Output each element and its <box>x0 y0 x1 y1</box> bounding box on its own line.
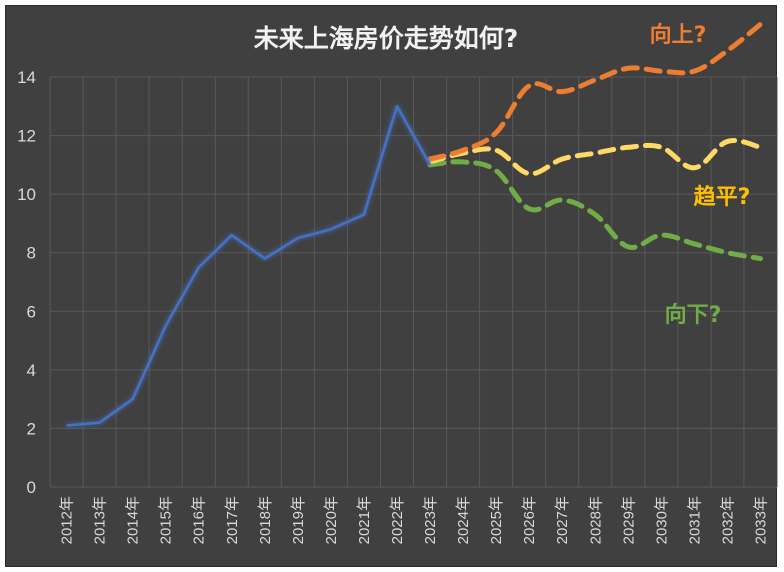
series-up <box>427 21 763 162</box>
annotation-label: 向上? <box>650 22 707 48</box>
x-tick-label: 2029年 <box>620 496 637 544</box>
x-tick-label: 2017年 <box>224 496 241 544</box>
x-tick-label: 2014年 <box>125 496 142 544</box>
series-lines <box>66 21 763 427</box>
annotation-label: 向下? <box>665 302 722 328</box>
x-tick-label: 2022年 <box>389 496 406 544</box>
x-tick-label: 2018年 <box>257 496 274 544</box>
x-tick-label: 2026年 <box>521 496 538 544</box>
x-tick-label: 2015年 <box>158 496 175 544</box>
y-tick-label: 10 <box>17 185 36 204</box>
chart-area <box>5 5 777 567</box>
grid-lines <box>49 76 778 488</box>
series-flat <box>427 138 763 177</box>
x-tick-label: 2019年 <box>290 496 307 544</box>
series-down <box>427 159 763 262</box>
x-tick-label: 2013年 <box>92 496 109 544</box>
y-tick-label: 8 <box>27 244 36 263</box>
x-tick-label: 2033年 <box>752 496 769 544</box>
y-axis-tick-labels: 0 2 4 6 8 10 12 14 <box>17 68 36 497</box>
annotation-label: 趋平? <box>694 185 751 210</box>
y-tick-label: 6 <box>27 302 36 321</box>
x-axis-tick-labels: 2012年 2013年 2014年 2015年 2016年 2017年 2018年 2019年… <box>59 496 770 544</box>
y-tick-label: 4 <box>27 361 36 380</box>
x-tick-label: 2032年 <box>719 496 736 544</box>
x-tick-label: 2012年 <box>59 496 76 544</box>
x-tick-label: 2031年 <box>686 496 703 544</box>
annotations: 向上? 趋平? 向下? <box>650 22 751 328</box>
x-tick-label: 2024年 <box>455 496 472 544</box>
x-tick-label: 2025年 <box>488 496 505 544</box>
y-tick-label: 2 <box>27 419 36 438</box>
y-tick-label: 14 <box>17 68 36 87</box>
x-tick-label: 2016年 <box>191 496 208 544</box>
x-tick-label: 2027年 <box>554 496 571 544</box>
y-tick-label: 12 <box>17 127 36 146</box>
y-tick-label: 0 <box>27 478 36 497</box>
x-tick-label: 2030年 <box>653 496 670 544</box>
chart-title: 未来上海房价走势如何? <box>254 24 519 53</box>
series-historical <box>66 105 432 427</box>
x-tick-label: 2021年 <box>356 496 373 544</box>
x-tick-label: 2023年 <box>422 496 439 544</box>
x-tick-label: 2020年 <box>323 496 340 544</box>
x-tick-label: 2028年 <box>587 496 604 544</box>
